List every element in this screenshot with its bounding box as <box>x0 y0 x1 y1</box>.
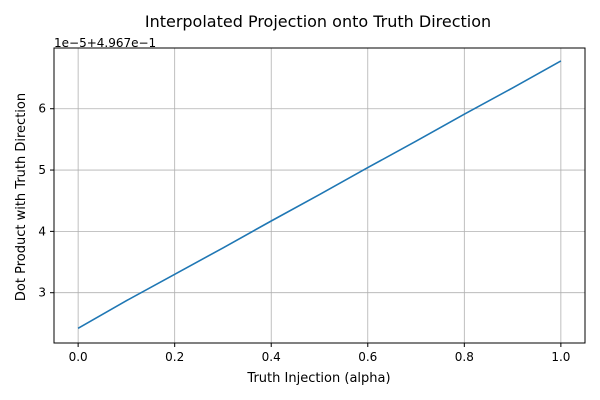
y-tick-label: 3 <box>38 286 46 300</box>
x-tick-label: 1.0 <box>551 350 570 364</box>
x-axis: 0.0 0.2 0.4 0.6 0.8 1.0 <box>69 343 570 364</box>
y-axis-offset-text: 1e−5+4.967e−1 <box>54 36 156 50</box>
x-tick-label: 0.8 <box>455 350 474 364</box>
y-tick-label: 4 <box>38 224 46 238</box>
x-axis-label: Truth Injection (alpha) <box>246 371 390 386</box>
y-tick-label: 5 <box>38 163 46 177</box>
y-tick-label: 6 <box>38 102 46 116</box>
series-layer <box>77 60 562 329</box>
x-tick-label: 0.0 <box>69 350 88 364</box>
x-tick-label: 0.4 <box>262 350 281 364</box>
y-axis: 3 4 5 6 <box>38 102 54 300</box>
x-tick-label: 0.6 <box>358 350 377 364</box>
chart-title: Interpolated Projection onto Truth Direc… <box>145 12 491 31</box>
series-line <box>77 60 562 329</box>
y-axis-label: Dot Product with Truth Direction <box>14 93 29 301</box>
x-tick-label: 0.2 <box>165 350 184 364</box>
plot-frame <box>53 47 586 344</box>
